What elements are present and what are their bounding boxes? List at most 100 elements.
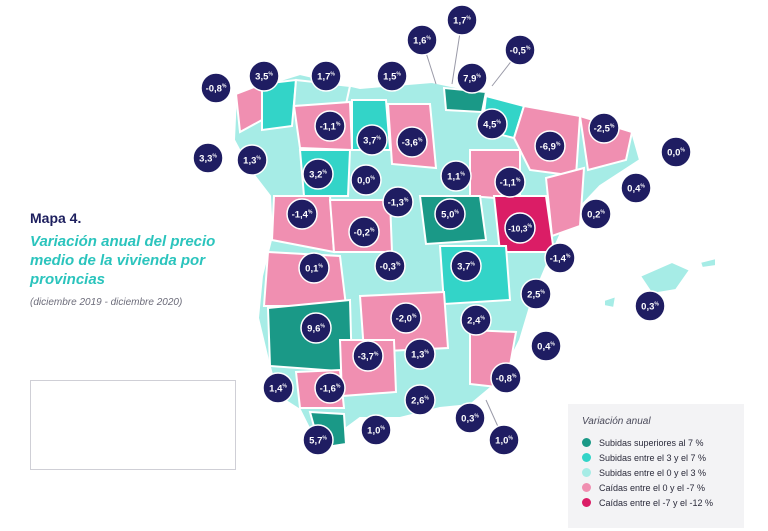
percent-sign: %	[476, 74, 481, 80]
bubble-value: 1,6%	[413, 36, 431, 47]
legend-title: Variación anual	[582, 416, 651, 427]
bubble-circle	[350, 164, 382, 196]
bubble-value: 5,0%	[441, 210, 459, 221]
island-ibiza	[603, 294, 618, 310]
bubble-value: 2,4%	[467, 316, 485, 327]
value-bubble: -1,1%	[494, 166, 526, 198]
percent-sign: %	[370, 228, 375, 234]
value-bubble: -0,5%	[504, 34, 536, 66]
bubble-circle	[534, 130, 566, 162]
bubble-circle	[404, 384, 436, 416]
value-bubble: 9,6%	[300, 312, 332, 344]
bubble-value: 2,5%	[527, 290, 545, 301]
value-bubble: 0,0%	[350, 164, 382, 196]
bubble-circle	[544, 242, 576, 274]
title-block: Mapa 4. Variación anual del precio medio…	[30, 210, 270, 308]
bubble-value: 3,7%	[363, 136, 381, 147]
bubble-value: 1,5%	[383, 72, 401, 83]
bubble-circle	[302, 424, 334, 456]
value-bubble: 1,0%	[488, 424, 520, 456]
bubble-circle	[298, 252, 330, 284]
percent-sign: %	[424, 396, 429, 402]
legend-swatch	[582, 468, 591, 477]
value-bubble: -0,8%	[490, 362, 522, 394]
legend-label: Subidas entre el 3 y el 7 %	[599, 452, 707, 463]
bubble-value: 2,6%	[411, 396, 429, 407]
bubble-value: -1,1%	[320, 122, 341, 133]
value-bubble: 1,3%	[236, 144, 268, 176]
percent-sign: %	[256, 156, 261, 162]
bubble-value: 0,0%	[667, 148, 685, 159]
bubble-value: -1,4%	[550, 254, 571, 265]
value-bubble: 0,0%	[660, 136, 692, 168]
bubble-circle	[192, 142, 224, 174]
bubble-value: 9,6%	[307, 324, 325, 335]
percent-sign: %	[654, 302, 659, 308]
value-bubble: 3,2%	[302, 158, 334, 190]
legend-label: Subidas superiores al 7 %	[599, 437, 704, 448]
bubble-circle	[248, 60, 280, 92]
bubble-circle	[300, 312, 332, 344]
value-bubble: -2,0%	[390, 302, 422, 334]
bubble-circle	[286, 198, 318, 230]
legend-item: Caídas entre el 0 y el -7 %	[582, 480, 744, 495]
bubble-circle	[634, 290, 666, 322]
bubble-circle	[456, 62, 488, 94]
legend-label: Subidas entre el 0 y el 3 %	[599, 467, 707, 478]
bubble-circle	[406, 24, 438, 56]
bubble-value: 0,2%	[587, 210, 605, 221]
value-bubble: 1,4%	[262, 372, 294, 404]
percent-sign: %	[480, 316, 485, 322]
map-subtitle: (diciembre 2019 - diciembre 2020)	[30, 297, 183, 308]
percent-sign: %	[640, 184, 645, 190]
percent-sign: %	[396, 262, 401, 268]
value-bubble: -3,7%	[352, 340, 384, 372]
percent-sign: %	[322, 436, 327, 442]
legend: Variación anual Subidas superiores al 7 …	[568, 404, 744, 528]
percent-sign: %	[322, 170, 327, 176]
bubble-circle	[348, 216, 380, 248]
percent-sign: %	[318, 264, 323, 270]
province-galicia-b	[261, 78, 298, 132]
value-bubble: -1,4%	[544, 242, 576, 274]
bubble-value: -0,5%	[510, 46, 531, 57]
percent-sign: %	[550, 342, 555, 348]
bubble-circle	[262, 372, 294, 404]
bubble-value: 7,9%	[463, 74, 481, 85]
percent-sign: %	[376, 136, 381, 142]
bubble-value: 3,5%	[255, 72, 273, 83]
percent-sign: %	[512, 374, 517, 380]
value-bubble: 0,2%	[580, 198, 612, 230]
value-bubble: -1,6%	[314, 372, 346, 404]
bubble-value: -0,8%	[206, 84, 227, 95]
value-bubble: -1,4%	[286, 198, 318, 230]
bubble-circle	[314, 372, 346, 404]
percent-sign: %	[426, 36, 431, 42]
bubble-circle	[504, 212, 536, 244]
bubble-value: -1,1%	[500, 178, 521, 189]
percent-sign: %	[374, 352, 379, 358]
value-bubble: -1,1%	[314, 110, 346, 142]
value-bubble: -10,3%	[504, 212, 536, 244]
value-bubble: -0,3%	[374, 250, 406, 282]
province-tarragona	[544, 166, 586, 238]
map-number: Mapa 4.	[30, 210, 82, 226]
canary-inset-frame	[30, 380, 236, 470]
value-bubble: 0,3%	[634, 290, 666, 322]
percent-sign: %	[600, 210, 605, 216]
bubble-value: 1,7%	[453, 16, 471, 27]
value-bubble: 7,9%	[456, 62, 488, 94]
value-bubble: -0,8%	[200, 72, 232, 104]
value-bubble: 1,6%	[406, 24, 438, 56]
bubble-value: 1,0%	[495, 436, 513, 447]
value-bubble: 1,0%	[360, 414, 392, 446]
bubble-value: 0,3%	[641, 302, 659, 313]
percent-sign: %	[222, 84, 227, 90]
bubble-circle	[302, 158, 334, 190]
map-title-line-3: provincias	[30, 271, 106, 288]
percent-sign: %	[474, 414, 479, 420]
value-bubble: -2,5%	[588, 112, 620, 144]
legend-swatch	[582, 453, 591, 462]
bubble-circle	[374, 250, 406, 282]
bubble-value: -0,8%	[496, 374, 517, 385]
